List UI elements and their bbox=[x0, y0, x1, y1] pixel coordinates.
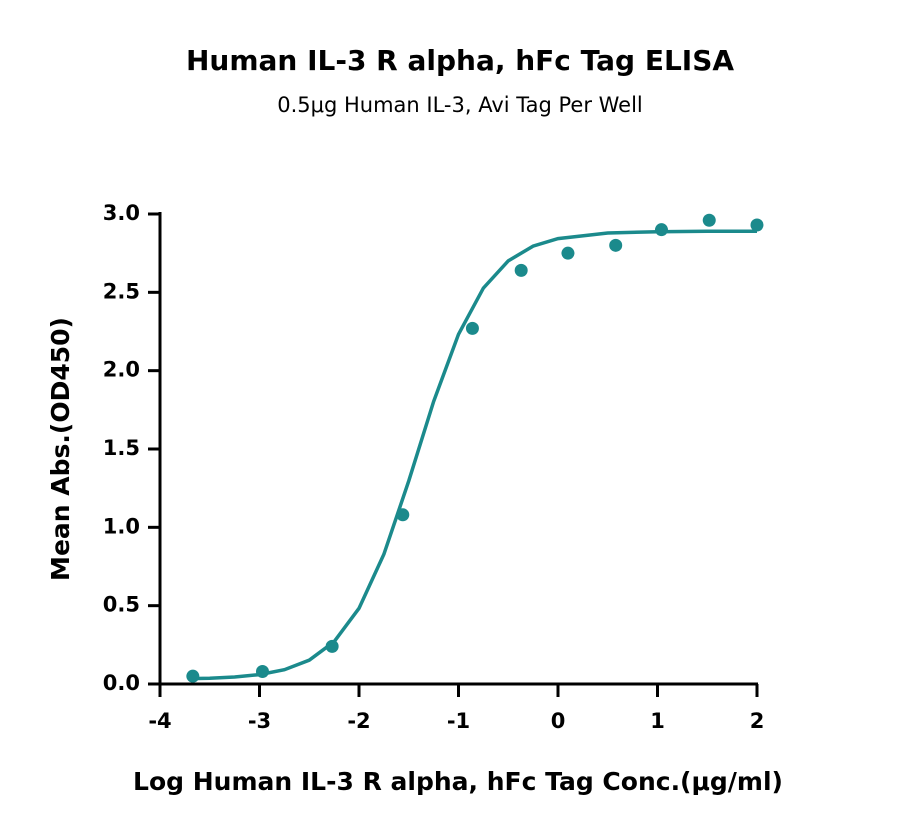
y-axis-label: Mean Abs.(OD450) bbox=[46, 317, 75, 581]
data-point bbox=[654, 223, 668, 237]
y-tick-label: 0.0 bbox=[103, 671, 140, 695]
fit-curve bbox=[189, 229, 757, 681]
data-point bbox=[465, 321, 479, 335]
x-tick-label: -1 bbox=[447, 709, 470, 733]
x-tick-label: -2 bbox=[347, 709, 370, 733]
data-point bbox=[325, 639, 339, 653]
data-point bbox=[609, 238, 623, 252]
data-point bbox=[255, 664, 269, 678]
x-tick-label: -3 bbox=[248, 709, 271, 733]
data-point bbox=[514, 263, 528, 277]
data-point bbox=[396, 508, 410, 522]
data-point bbox=[702, 213, 716, 227]
y-tick-label: 3.0 bbox=[103, 201, 140, 225]
x-axis-label: Log Human IL-3 R alpha, hFc Tag Conc.(μg… bbox=[133, 767, 783, 796]
y-tick-label: 1.0 bbox=[103, 514, 140, 538]
x-tick-label: 0 bbox=[551, 709, 566, 733]
x-tick-label: 1 bbox=[650, 709, 665, 733]
data-point bbox=[186, 669, 200, 683]
y-tick-label: 1.5 bbox=[103, 436, 140, 460]
y-tick-label: 2.5 bbox=[103, 279, 140, 303]
x-tick-label: 2 bbox=[750, 709, 765, 733]
y-tick-label: 0.5 bbox=[103, 593, 140, 617]
chart-subtitle: 0.5μg Human IL-3, Avi Tag Per Well bbox=[277, 93, 643, 117]
chart-title: Human IL-3 R alpha, hFc Tag ELISA bbox=[186, 44, 734, 77]
data-point bbox=[750, 218, 764, 232]
data-point bbox=[561, 246, 575, 260]
x-tick-label: -4 bbox=[148, 709, 171, 733]
y-tick-label: 2.0 bbox=[103, 358, 140, 382]
